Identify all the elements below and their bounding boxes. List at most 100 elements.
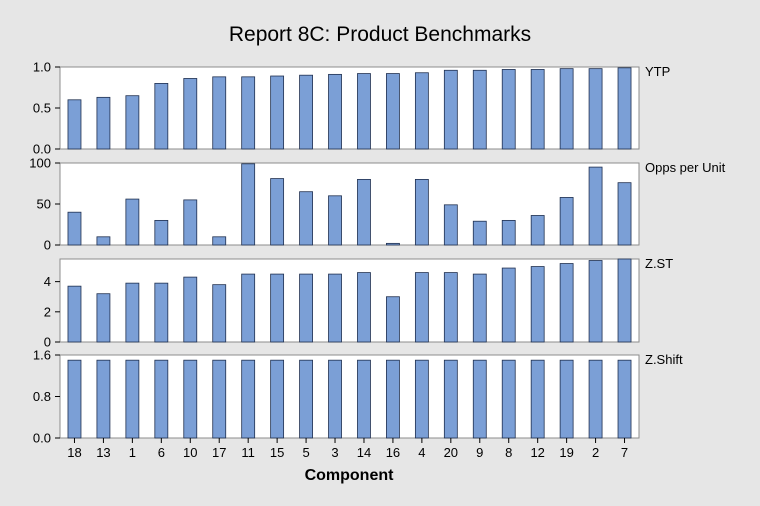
y-tick-label: 0.8 bbox=[33, 389, 51, 404]
bar bbox=[530, 215, 545, 246]
panel-background bbox=[59, 66, 640, 150]
bar bbox=[501, 359, 516, 439]
bar bbox=[96, 96, 111, 150]
y-tick-label: 2 bbox=[44, 304, 51, 319]
bar bbox=[183, 78, 198, 150]
y-tick-label: 1.0 bbox=[33, 60, 51, 75]
bar bbox=[501, 69, 516, 150]
y-tick-label: 4 bbox=[44, 274, 51, 289]
y-tick-label: 0.0 bbox=[33, 142, 51, 157]
bar bbox=[357, 272, 371, 343]
x-tick-label: 7 bbox=[621, 445, 628, 460]
bar bbox=[270, 359, 285, 439]
bar bbox=[414, 359, 429, 439]
x-tick-label: 6 bbox=[158, 445, 165, 460]
bar bbox=[530, 266, 545, 343]
bar bbox=[67, 285, 82, 343]
y-tick-label: 0 bbox=[44, 238, 51, 253]
x-tick-label: 16 bbox=[386, 445, 400, 460]
bar bbox=[96, 359, 111, 439]
bar bbox=[386, 73, 400, 150]
bar bbox=[617, 258, 632, 343]
chart-title: Report 8C: Product Benchmarks bbox=[229, 23, 531, 46]
bar bbox=[183, 276, 198, 343]
x-tick-label: 10 bbox=[183, 445, 197, 460]
bar bbox=[241, 359, 256, 439]
bar bbox=[386, 359, 400, 439]
bar bbox=[617, 359, 632, 439]
x-tick-label: 2 bbox=[592, 445, 599, 460]
y-tick-label: 50 bbox=[37, 197, 51, 212]
bar bbox=[328, 273, 342, 343]
bar bbox=[212, 76, 227, 150]
x-tick-label: 12 bbox=[530, 445, 544, 460]
bar bbox=[328, 73, 342, 150]
bar bbox=[443, 69, 458, 150]
bar bbox=[270, 273, 285, 343]
bar bbox=[414, 178, 429, 246]
x-tick-label: 3 bbox=[331, 445, 338, 460]
bar bbox=[241, 76, 256, 150]
bar bbox=[212, 359, 227, 439]
y-tick-label: 0.5 bbox=[33, 101, 51, 116]
bar bbox=[299, 273, 313, 343]
bar bbox=[270, 75, 285, 150]
bar bbox=[588, 359, 603, 439]
bar bbox=[125, 359, 140, 439]
bar bbox=[443, 359, 458, 439]
bar bbox=[414, 272, 429, 343]
bar bbox=[588, 260, 603, 343]
bar bbox=[183, 199, 198, 246]
bar bbox=[472, 359, 487, 439]
x-tick-label: 17 bbox=[212, 445, 226, 460]
bar bbox=[299, 74, 313, 150]
x-tick-label: 5 bbox=[302, 445, 309, 460]
bar bbox=[617, 67, 632, 150]
bar bbox=[357, 359, 371, 439]
bar bbox=[154, 359, 169, 439]
bar bbox=[270, 178, 285, 246]
x-axis-ticks: 18 13 1 6 10 17 11 15 5 3 14 16 4 20 9 8 12 19 2 7 bbox=[67, 438, 628, 460]
x-tick-label: 20 bbox=[444, 445, 458, 460]
panel-label: Z.Shift bbox=[645, 352, 683, 367]
bar bbox=[67, 211, 82, 246]
bar bbox=[299, 359, 313, 439]
x-tick-label: 15 bbox=[270, 445, 284, 460]
x-tick-label: 11 bbox=[241, 445, 255, 460]
x-tick-label: 19 bbox=[559, 445, 573, 460]
bar bbox=[154, 282, 169, 343]
panel-background bbox=[59, 162, 640, 246]
bar bbox=[154, 83, 169, 150]
bar bbox=[357, 178, 371, 246]
bar bbox=[472, 69, 487, 150]
bar bbox=[472, 220, 487, 246]
bar bbox=[443, 204, 458, 246]
y-tick-label: 0.0 bbox=[33, 431, 51, 446]
bar bbox=[96, 293, 111, 343]
bar bbox=[125, 198, 140, 246]
panel-opps-per-unit: 0 50 100 Opps per Unit bbox=[29, 156, 725, 253]
bar bbox=[472, 273, 487, 343]
panel-label: YTP bbox=[645, 64, 670, 79]
bar bbox=[299, 191, 313, 246]
chart-panels: 0.0 0.5 1.0 YTP 0 50 100 Opps per Unit 0 2 4 Z.ST 0.… bbox=[29, 60, 725, 446]
panel-z-shift: 0.0 0.8 1.6 Z.Shift bbox=[33, 348, 683, 446]
x-tick-label: 4 bbox=[418, 445, 425, 460]
panel-label: Z.ST bbox=[645, 256, 673, 271]
panel-label: Opps per Unit bbox=[645, 160, 726, 175]
y-tick-label: 0 bbox=[44, 335, 51, 350]
x-tick-label: 8 bbox=[505, 445, 512, 460]
bar bbox=[67, 99, 82, 150]
panel-background bbox=[59, 354, 640, 439]
bar bbox=[96, 236, 111, 246]
x-tick-label: 1 bbox=[129, 445, 136, 460]
bar bbox=[125, 95, 140, 150]
x-tick-label: 14 bbox=[357, 445, 371, 460]
bar bbox=[386, 242, 400, 246]
bar bbox=[559, 68, 574, 150]
bar bbox=[501, 219, 516, 246]
bar bbox=[530, 359, 545, 439]
panel-z-st: 0 2 4 Z.ST bbox=[44, 256, 673, 350]
bar bbox=[328, 195, 342, 246]
